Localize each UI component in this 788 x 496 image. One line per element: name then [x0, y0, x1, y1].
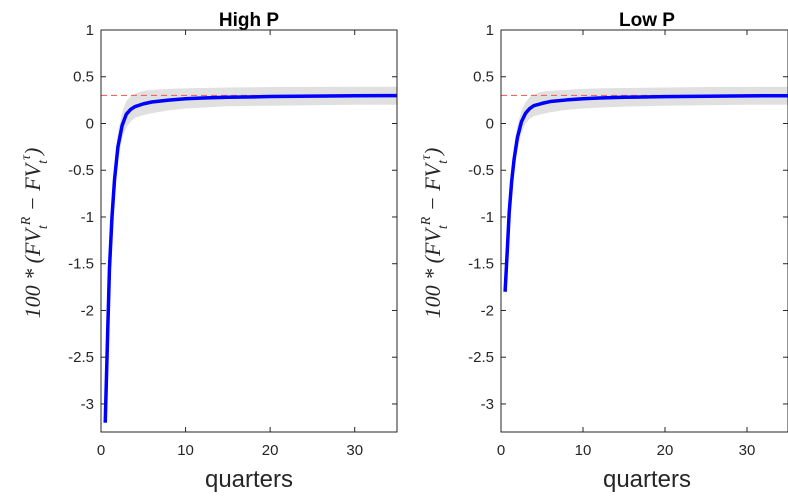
- x-tick-label: 20: [262, 442, 279, 459]
- y-tick-label: -0.5: [68, 162, 94, 179]
- chart-panel-low-p: Low P 100 * (FVtR − FVtτ) quarters 1 0.5 0…: [419, 10, 788, 493]
- y-tick-label: -1: [481, 209, 494, 226]
- y-tick-label: -2: [481, 302, 494, 319]
- y-tick-label: 0.5: [73, 69, 94, 86]
- y-tick-label: -0.5: [468, 162, 494, 179]
- chart-panel-high-p: High P 100 * (FVtR − FVtτ) quarters 1 0.5…: [19, 10, 398, 493]
- y-tick-label: 1: [486, 22, 494, 39]
- x-tick-label: 10: [177, 442, 194, 459]
- x-tick-label: 20: [657, 442, 674, 459]
- y-tick-label: 0: [86, 115, 94, 132]
- y-tick-label: -1: [81, 209, 94, 226]
- series-line: [103, 93, 397, 423]
- y-tick-label: -2.5: [468, 349, 494, 366]
- y-tick-label: -1.5: [68, 256, 94, 273]
- x-tick-label: 0: [497, 442, 505, 459]
- y-tick-label: -2: [81, 302, 94, 319]
- x-axis-label: quarters: [205, 466, 293, 493]
- y-tick-label: -2.5: [68, 349, 94, 366]
- y-tick-label: -3: [481, 396, 494, 413]
- axes-box: [500, 29, 788, 433]
- x-tick-label: 30: [739, 442, 756, 459]
- x-tick-label: 30: [346, 442, 363, 459]
- x-tick-label: 10: [575, 442, 592, 459]
- y-axis-label: 100 * (FVtR − FVtτ): [419, 148, 451, 319]
- y-tick-label: 0: [486, 115, 494, 132]
- x-axis-label: quarters: [603, 466, 691, 493]
- x-tick-label: 0: [97, 442, 105, 459]
- plot-area: [501, 86, 788, 300]
- confidence-band: [505, 86, 788, 300]
- chart-title: Low P: [619, 10, 675, 31]
- confidence-band: [105, 86, 397, 432]
- plot-area: [101, 86, 397, 432]
- y-tick-label: 1: [86, 22, 94, 39]
- y-tick-label: -3: [81, 396, 94, 413]
- axes-box: [100, 29, 398, 433]
- y-tick-label: 0.5: [473, 69, 494, 86]
- y-axis-label: 100 * (FVtR − FVtτ): [19, 148, 51, 319]
- chart-title: High P: [219, 10, 279, 31]
- y-tick-label: -1.5: [468, 256, 494, 273]
- series-line: [503, 93, 788, 292]
